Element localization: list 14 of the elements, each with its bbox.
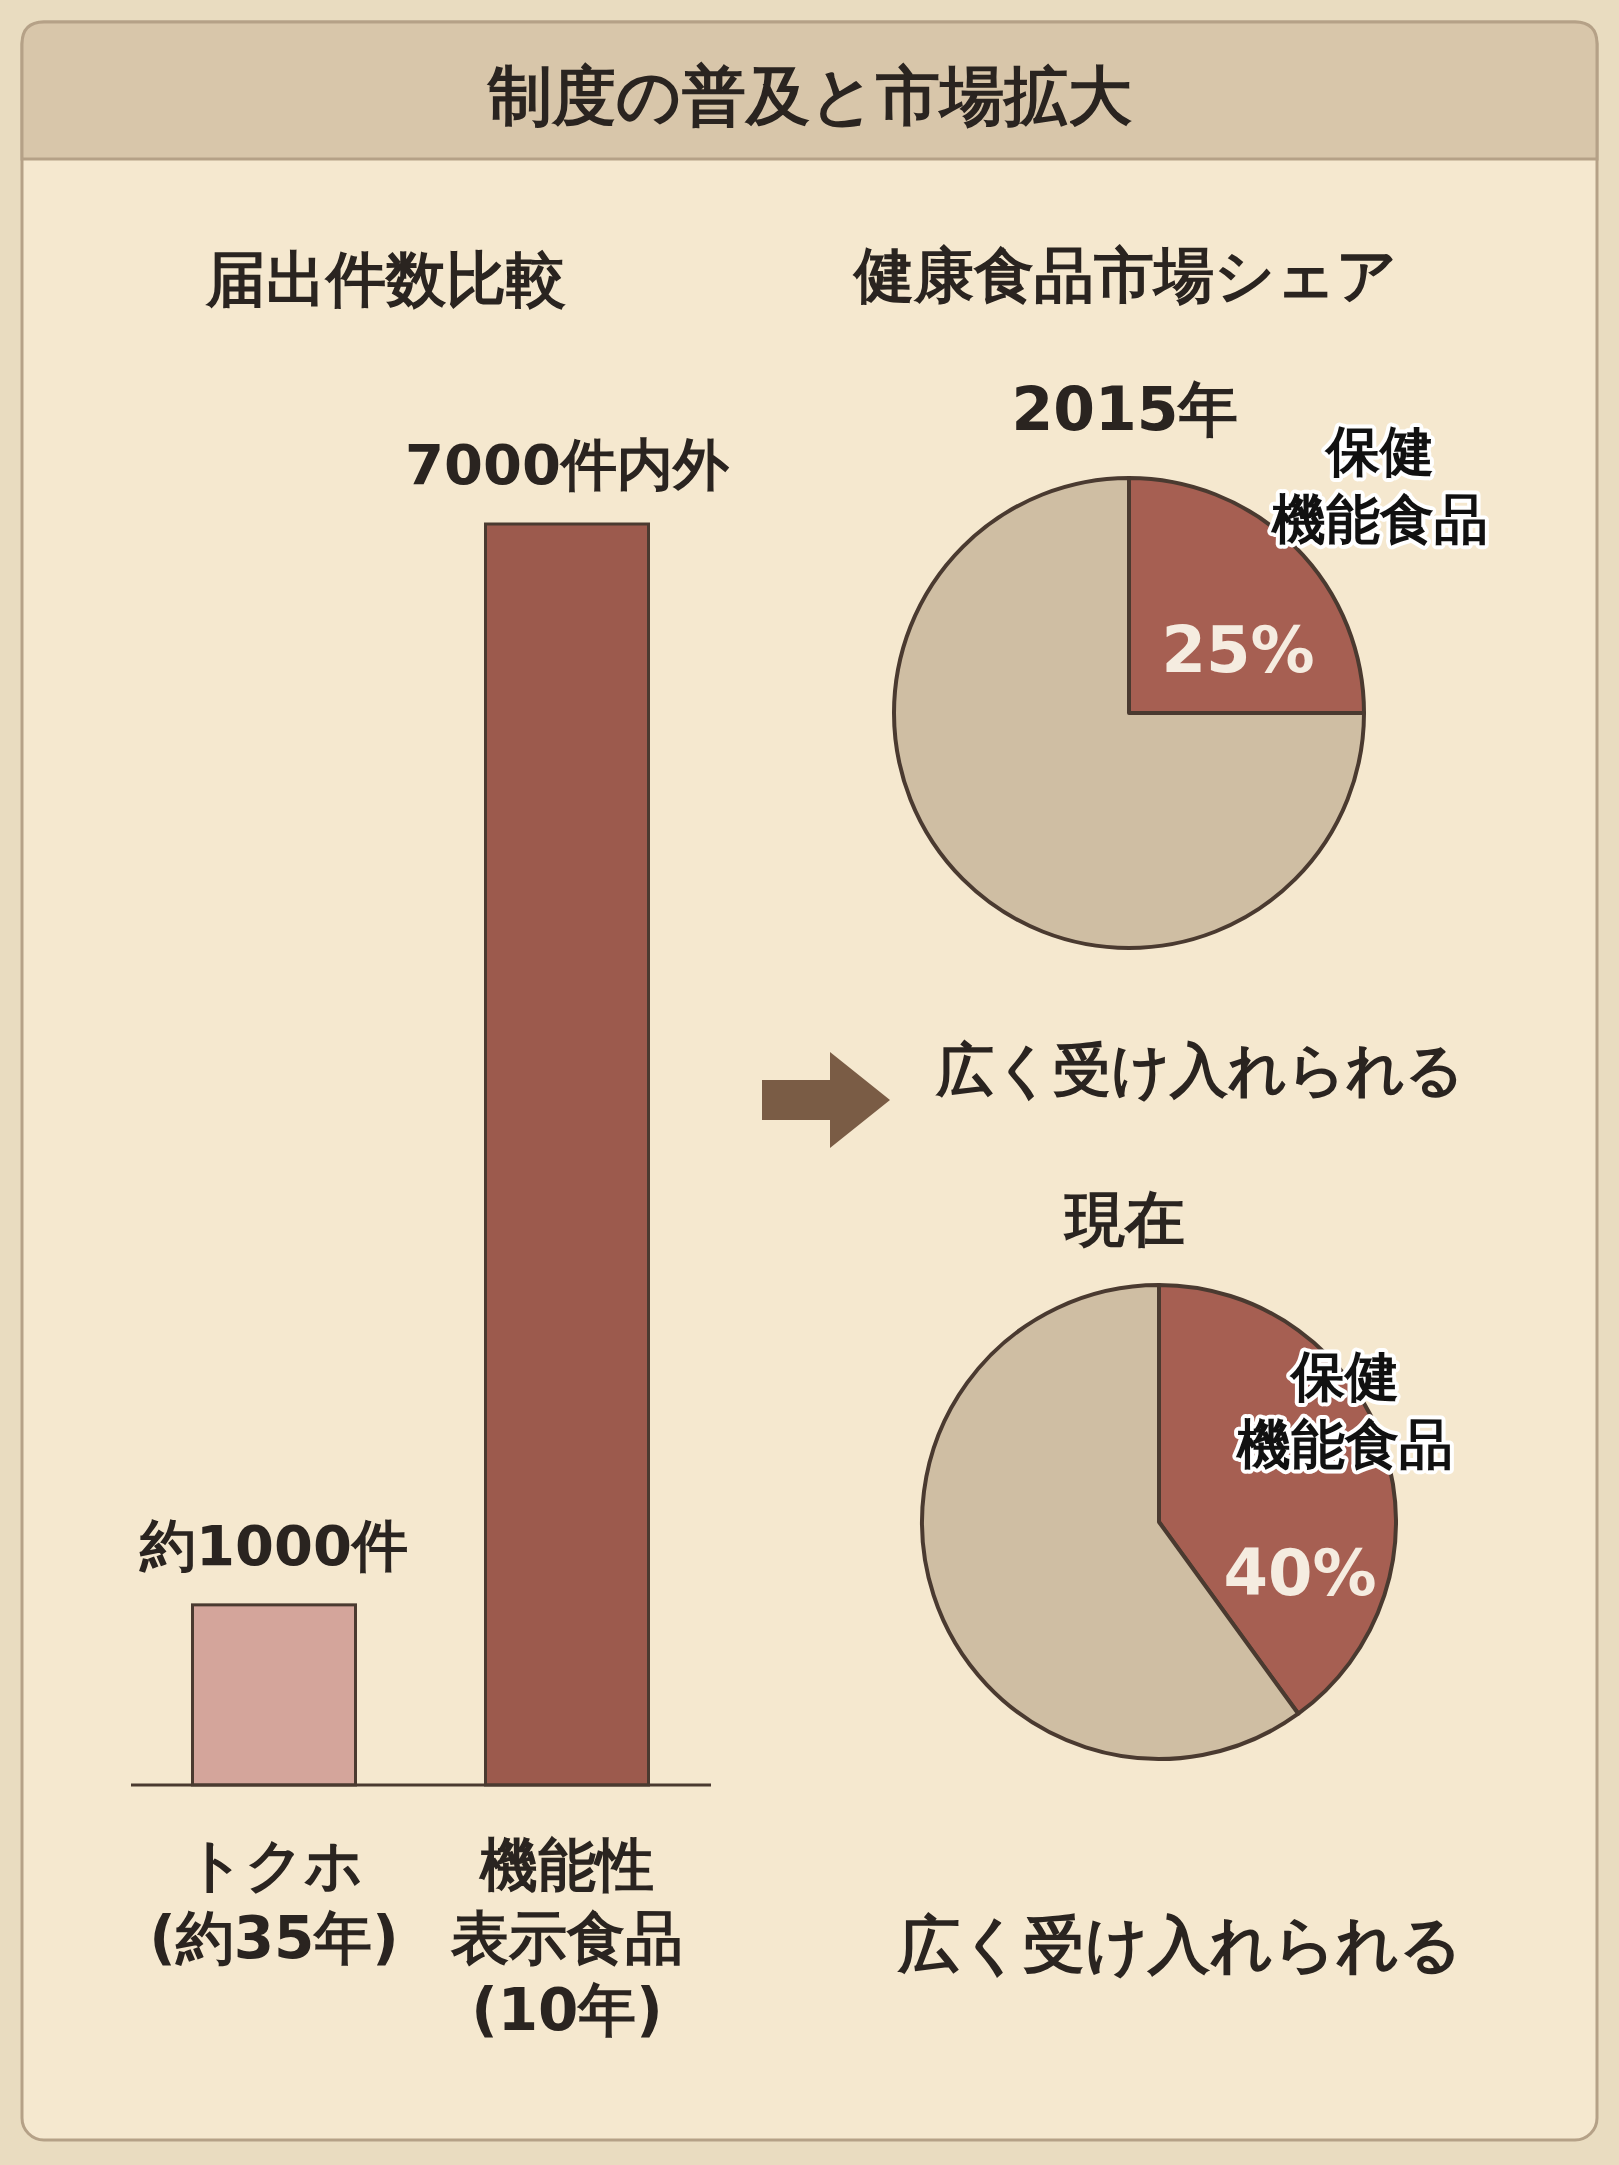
x-tick-label: 機能性表示食品(10年) (450, 1831, 683, 2044)
chart-subtitle: 届出件数比較 (205, 244, 566, 314)
data-label: 7000件内外 (405, 432, 730, 497)
data-label: 約1000件 (139, 1512, 408, 1578)
chart-title: 制度の普及と市場拡大 (486, 59, 1132, 133)
x-tick-label: トクホ(約35年) (149, 1831, 399, 1972)
slice-label: 保健機能食品 (1270, 420, 1488, 551)
text: 広く受け入れられる (897, 1908, 1462, 1981)
data-label: 25% (1161, 613, 1315, 687)
data-label: 40% (1223, 1536, 1377, 1610)
text: 広く受け入れられる (935, 1036, 1464, 1104)
chart-subtitle: 2015年 (1011, 374, 1239, 444)
chart-title: 現在 (1063, 1184, 1185, 1254)
chart-title: 健康食品市場シェア (851, 240, 1397, 310)
